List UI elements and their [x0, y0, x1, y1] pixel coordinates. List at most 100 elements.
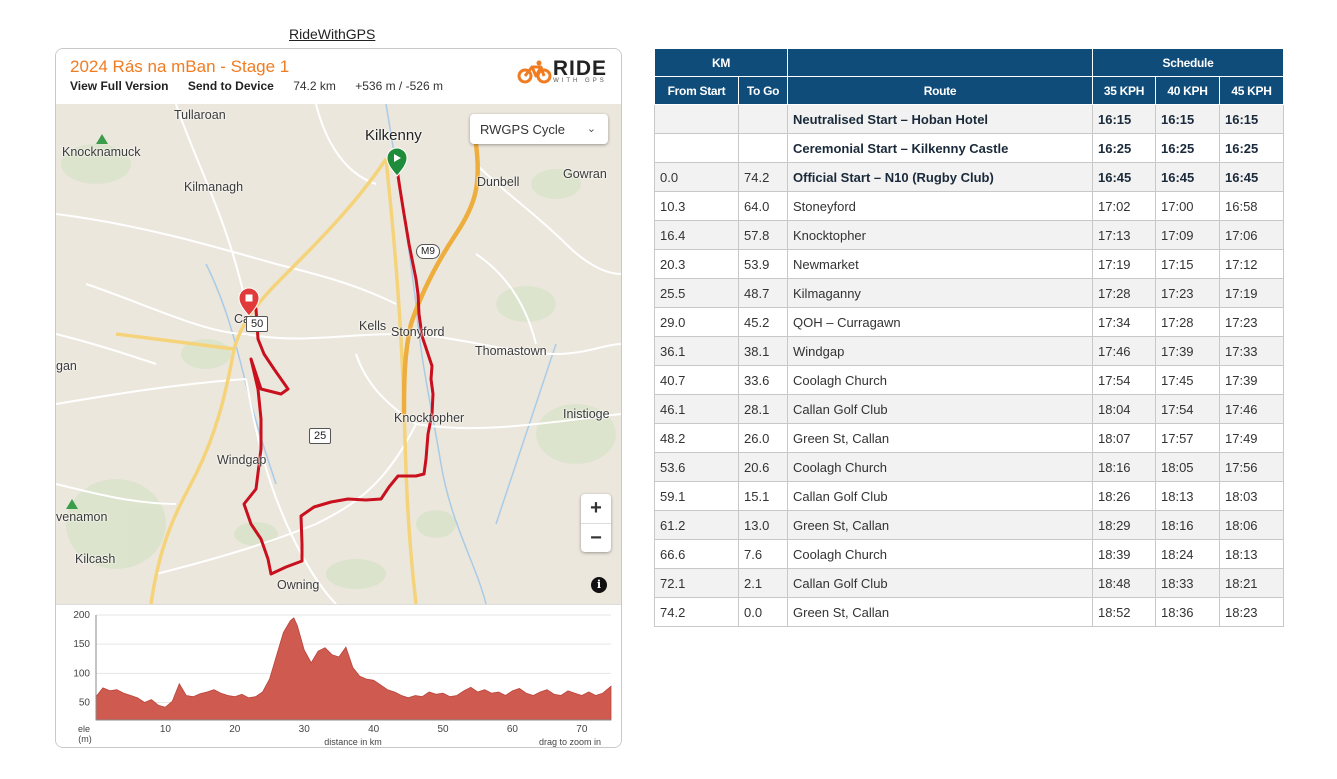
time-40kph-cell: 18:05 [1155, 452, 1220, 482]
route-cell: Green St, Callan [787, 423, 1093, 453]
time-45kph-cell: 16:45 [1219, 162, 1284, 192]
info-icon[interactable]: i [591, 577, 607, 593]
embed-header: 2024 Rás na mBan - Stage 1 View Full Ver… [56, 49, 621, 104]
from-start-cell: 48.2 [654, 423, 739, 453]
table-row: 59.1 15.1 Callan Golf Club 18:26 18:13 18:03 [654, 481, 1284, 511]
from-start-cell: 74.2 [654, 597, 739, 627]
time-45kph-cell: 17:23 [1219, 307, 1284, 337]
from-start-cell: 40.7 [654, 365, 739, 395]
to-go-cell: 15.1 [738, 481, 788, 511]
route-cell: QOH – Curragawn [787, 307, 1093, 337]
elevation-chart[interactable]: 200 150 100 50 10 20 30 40 50 60 70 ele(m) distance … [56, 605, 621, 748]
time-40kph-cell: 17:09 [1155, 220, 1220, 250]
place-label: Windgap [217, 453, 267, 467]
to-go-cell: 20.6 [738, 452, 788, 482]
from-start-cell: 66.6 [654, 539, 739, 569]
to-go-cell: 0.0 [738, 597, 788, 627]
to-go-cell [738, 104, 788, 134]
table-row: 20.3 53.9 Newmarket 17:19 17:15 17:12 [654, 249, 1284, 279]
col-header-from-start: From Start [654, 76, 739, 105]
table-row: 61.2 13.0 Green St, Callan 18:29 18:16 18:06 [654, 510, 1284, 540]
time-45kph-cell: 17:19 [1219, 278, 1284, 308]
elevation-area [95, 617, 612, 721]
time-45kph-cell: 18:21 [1219, 568, 1284, 598]
zoom-out-button[interactable]: − [590, 527, 602, 549]
time-45kph-cell: 18:13 [1219, 539, 1284, 569]
time-40kph-cell: 17:54 [1155, 394, 1220, 424]
from-start-cell: 16.4 [654, 220, 739, 250]
rwgps-logo[interactable]: RIDE WITH GPS [517, 57, 607, 85]
time-40kph-cell: 18:36 [1155, 597, 1220, 627]
time-35kph-cell: 17:19 [1092, 249, 1156, 279]
table-row: 46.1 28.1 Callan Golf Club 18:04 17:54 17:46 [654, 394, 1284, 424]
route-cell: Coolagh Church [787, 365, 1093, 395]
time-45kph-cell: 18:06 [1219, 510, 1284, 540]
from-start-cell: 36.1 [654, 336, 739, 366]
route-title[interactable]: 2024 Rás na mBan - Stage 1 [70, 57, 290, 76]
to-go-cell: 7.6 [738, 539, 788, 569]
place-label: Owning [277, 578, 320, 592]
route-cell: Windgap [787, 336, 1093, 366]
to-go-cell: 13.0 [738, 510, 788, 540]
route-cell: Callan Golf Club [787, 481, 1093, 511]
y-axis-unit-label: (m) [78, 734, 92, 744]
route-cell: Neutralised Start – Hoban Hotel [787, 104, 1093, 134]
from-start-cell: 0.0 [654, 162, 739, 192]
route-line[interactable] [242, 167, 435, 576]
time-45kph-cell: 17:39 [1219, 365, 1284, 395]
to-go-cell: 26.0 [738, 423, 788, 453]
y-tick-label: 100 [73, 668, 90, 679]
time-40kph-cell: 18:13 [1155, 481, 1220, 511]
time-40kph-cell: 17:00 [1155, 191, 1220, 221]
route-cell: Coolagh Church [787, 452, 1093, 482]
zoom-in-button[interactable]: + [581, 494, 611, 524]
time-35kph-cell: 18:39 [1092, 539, 1156, 569]
time-35kph-cell: 17:46 [1092, 336, 1156, 366]
time-40kph-cell: 17:45 [1155, 365, 1220, 395]
time-45kph-cell: 17:46 [1219, 394, 1284, 424]
table-row: Ceremonial Start – Kilkenny Castle 16:25 1… [654, 133, 1284, 163]
time-35kph-cell: 17:28 [1092, 278, 1156, 308]
route-cell: Green St, Callan [787, 597, 1093, 627]
start-marker[interactable] [386, 147, 408, 177]
to-go-cell: 48.7 [738, 278, 788, 308]
time-35kph-cell: 16:25 [1092, 133, 1156, 163]
end-marker[interactable] [238, 287, 260, 317]
place-label: Inistioge [563, 407, 610, 421]
time-35kph-cell: 16:15 [1092, 104, 1156, 134]
send-to-device-link[interactable]: Send to Device [187, 79, 274, 93]
time-45kph-cell: 17:49 [1219, 423, 1284, 453]
route-embed: 2024 Rás na mBan - Stage 1 View Full Ver… [55, 48, 622, 748]
map-style-dropdown[interactable]: RWGPS Cycle ⌄ [470, 114, 608, 144]
map-canvas[interactable] [56, 104, 621, 604]
motorway-m9 [401, 143, 481, 415]
route-cell: Callan Golf Club [787, 568, 1093, 598]
time-35kph-cell: 18:26 [1092, 481, 1156, 511]
table-row: 48.2 26.0 Green St, Callan 18:07 17:57 17:49 [654, 423, 1284, 453]
to-go-cell: 38.1 [738, 336, 788, 366]
table-row: Neutralised Start – Hoban Hotel 16:15 16:1… [654, 104, 1284, 134]
ridewithgps-link[interactable]: RideWithGPS [289, 26, 376, 42]
from-start-cell: 61.2 [654, 510, 739, 540]
time-40kph-cell: 17:57 [1155, 423, 1220, 453]
x-tick-label: 20 [229, 724, 241, 735]
col-header-route: Route [787, 76, 1093, 105]
time-45kph-cell: 17:12 [1219, 249, 1284, 279]
table-row: 0.0 74.2 Official Start – N10 (Rugby Club)… [654, 162, 1284, 192]
logo-main-text: RIDE [552, 57, 607, 80]
place-label: Kilmanagh [184, 180, 244, 194]
time-35kph-cell: 18:29 [1092, 510, 1156, 540]
logo-sub-text: WITH GPS [553, 78, 607, 84]
elevation-profile[interactable]: 200 150 100 50 10 20 30 40 50 60 70 ele (m) distance … [56, 604, 621, 748]
place-label: venamon [56, 510, 108, 524]
y-tick-label: 200 [73, 610, 90, 621]
time-40kph-cell: 16:15 [1155, 104, 1220, 134]
time-40kph-cell: 17:28 [1155, 307, 1220, 337]
schedule-group-header: Schedule [1092, 48, 1284, 77]
zoom-hint: drag to zoom in [539, 737, 601, 747]
view-full-version-link[interactable]: View Full Version [70, 79, 169, 93]
time-35kph-cell: 16:45 [1092, 162, 1156, 192]
route-map[interactable]: Tullaroan Knocknamuck Kilkenny Kilmanagh… [56, 104, 621, 604]
table-row: 36.1 38.1 Windgap 17:46 17:39 17:33 [654, 336, 1284, 366]
time-45kph-cell: 17:56 [1219, 452, 1284, 482]
